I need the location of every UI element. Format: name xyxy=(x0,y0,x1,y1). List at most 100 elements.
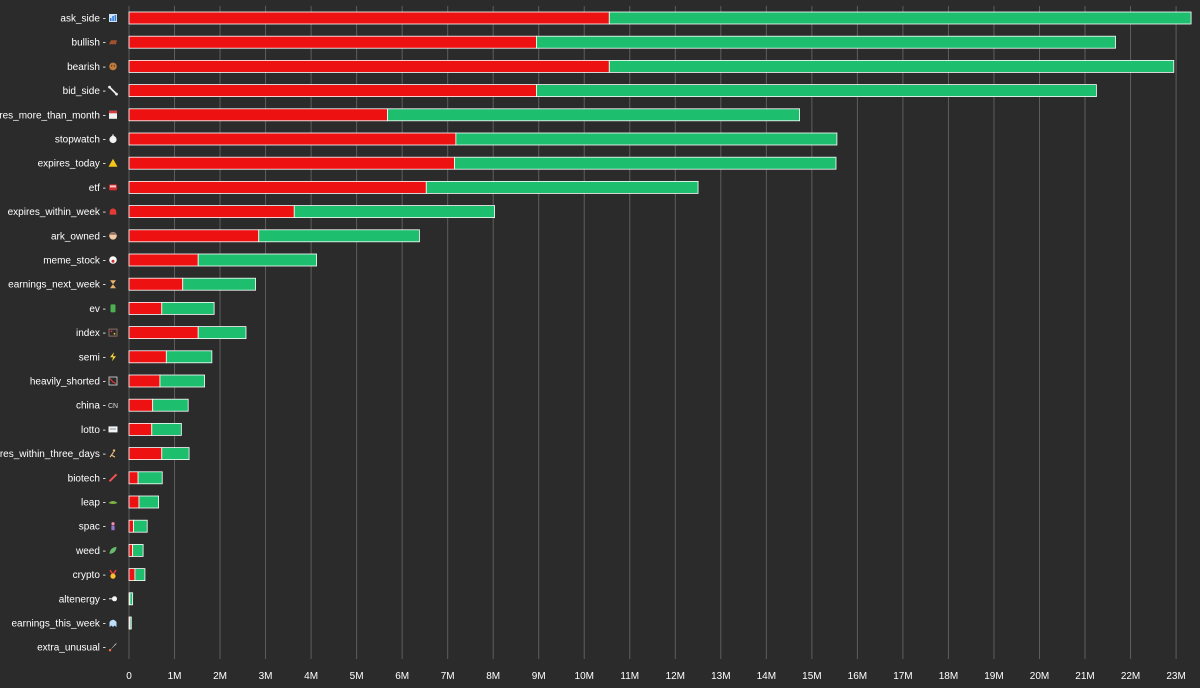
face-icon xyxy=(109,256,117,264)
person-icon xyxy=(111,522,115,531)
lightning-icon xyxy=(110,352,116,362)
bull-icon xyxy=(109,40,117,45)
bar-ask-side-segment-1 xyxy=(128,11,610,25)
bar-bearish-segment-2 xyxy=(608,60,1175,73)
y-tick-label-ask-side: ask_side - xyxy=(60,14,106,25)
calendar-icon xyxy=(109,110,117,119)
bar-meme-stock-segment-1 xyxy=(128,253,199,267)
bar-chart-icon xyxy=(109,14,117,22)
x-axis-labels: 0 1M 2M 3M 4M 5M 6M 7M 8M 9M 10M 11M 12M 13M 14M 15M 16M… xyxy=(126,671,1186,682)
bar-index-segment-1 xyxy=(128,326,199,340)
y-tick-label-ark-owned: ark_owned - xyxy=(51,231,106,242)
bar-weed-segment-2 xyxy=(132,544,144,557)
bar-expires-today-segment-2 xyxy=(454,156,837,170)
y-tick-label-china: china - xyxy=(76,401,106,412)
bar-bullish-segment-2 xyxy=(536,35,1116,49)
bar-index-segment-2 xyxy=(197,326,247,340)
y-tick-label-etf: etf - xyxy=(89,183,106,194)
x-tick-label-0: 0 xyxy=(126,671,132,682)
bar-expires-more-than-month-segment-2 xyxy=(387,108,800,122)
x-tick-label-7m: 7M xyxy=(441,671,455,682)
bar-biotech-segment-1 xyxy=(128,471,139,485)
bar-crypto-segment-2 xyxy=(134,568,146,581)
bar-semi-segment-2 xyxy=(165,350,213,364)
x-tick-label-17m: 17M xyxy=(893,671,912,682)
bar-spac-segment-1 xyxy=(128,519,134,533)
syringe-icon xyxy=(108,473,118,483)
runner-icon xyxy=(109,449,116,458)
y-tick-label-crypto: crypto - xyxy=(73,570,106,581)
y-tick-label-lotto: lotto - xyxy=(81,425,106,436)
bar-earnings-next-week-segment-2 xyxy=(182,277,256,291)
hourglass-icon xyxy=(110,280,116,289)
bar-leap-segment-2 xyxy=(138,495,159,509)
x-tick-label-15m: 15M xyxy=(802,671,821,682)
bar-spac-segment-2 xyxy=(133,519,148,533)
x-tick-label-22m: 22M xyxy=(1121,671,1140,682)
y-tick-label-biotech: biotech - xyxy=(68,473,106,484)
bar-etf-segment-2 xyxy=(425,180,699,194)
bar-earnings-next-week-segment-1 xyxy=(128,277,184,291)
y-tick-label-leap: leap - xyxy=(81,498,106,509)
y-tick-label-ev: ev - xyxy=(89,304,106,315)
leaf-icon xyxy=(109,546,117,554)
cn-flag-icon: CN xyxy=(108,403,118,410)
x-tick-label-4m: 4M xyxy=(304,671,318,682)
bar-china-segment-1 xyxy=(128,398,154,412)
bar-bid-side-segment-1 xyxy=(128,84,537,97)
bar-bearish-segment-1 xyxy=(128,60,610,73)
bear-icon xyxy=(109,62,117,71)
x-tick-label-3m: 3M xyxy=(259,671,273,682)
y-tick-label-weed: weed - xyxy=(75,546,106,557)
bar-weed-segment-1 xyxy=(128,544,134,557)
stopwatch-icon xyxy=(109,134,117,144)
x-tick-label-13m: 13M xyxy=(711,671,730,682)
y-tick-label-heavily-shorted: heavily_shorted - xyxy=(30,377,106,388)
ticket-icon xyxy=(108,426,118,433)
bar-earnings-this-week-segment-2 xyxy=(129,616,132,630)
bar-stopwatch-segment-2 xyxy=(455,132,838,146)
bar-leap-segment-1 xyxy=(128,495,140,509)
x-tick-label-21m: 21M xyxy=(1075,671,1094,682)
bus-icon xyxy=(109,184,117,191)
x-tick-label-10m: 10M xyxy=(575,671,594,682)
bar-layer xyxy=(128,11,1192,630)
bar-etf-segment-1 xyxy=(128,180,427,194)
y-tick-label-earnings-next-week: earnings_next_week - xyxy=(8,280,106,291)
medal-icon xyxy=(109,569,117,579)
y-axis-labels: ask_side - bullish - bearish - bid_side - ex… xyxy=(0,14,118,654)
y-tick-label-meme-stock: meme_stock - xyxy=(43,256,106,267)
x-tick-label-23m: 23M xyxy=(1166,671,1185,682)
bar-semi-segment-1 xyxy=(128,350,167,364)
y-tick-label-bid-side: bid_side - xyxy=(63,86,106,97)
bar-bullish-segment-1 xyxy=(128,35,537,49)
woman-icon xyxy=(109,232,117,240)
ghost-icon xyxy=(109,619,117,627)
bar-heavily-shorted-segment-1 xyxy=(128,374,161,388)
svg-text:CN: CN xyxy=(108,403,118,410)
bar-altenergy-segment-2 xyxy=(129,592,134,606)
y-tick-label-spac: spac - xyxy=(79,522,106,533)
bone-icon xyxy=(108,85,118,96)
y-tick-label-earnings-this-week: earnings_this_week - xyxy=(12,619,107,630)
bar-china-segment-2 xyxy=(152,398,189,412)
lizard-icon xyxy=(108,501,118,504)
x-tick-label-16m: 16M xyxy=(848,671,867,682)
y-tick-label-expires-more-than-month: expires_more_than_month - xyxy=(0,110,106,121)
abacus-icon xyxy=(108,328,118,337)
y-tick-label-bearish: bearish - xyxy=(67,62,106,73)
x-tick-label-2m: 2M xyxy=(213,671,227,682)
y-tick-label-extra-unusual: extra_unusual - xyxy=(37,643,106,654)
x-tick-label-11m: 11M xyxy=(620,671,639,682)
rocket-icon xyxy=(108,643,117,652)
y-tick-label-expires-within-week: expires_within_week - xyxy=(8,207,106,218)
x-tick-label-6m: 6M xyxy=(395,671,409,682)
bar-expires-within-week-segment-1 xyxy=(128,205,295,219)
y-tick-label-altenergy: altenergy - xyxy=(59,594,106,605)
bar-ev-segment-1 xyxy=(128,301,163,315)
y-tick-label-bullish: bullish - xyxy=(72,38,106,49)
battery-icon xyxy=(110,304,116,313)
